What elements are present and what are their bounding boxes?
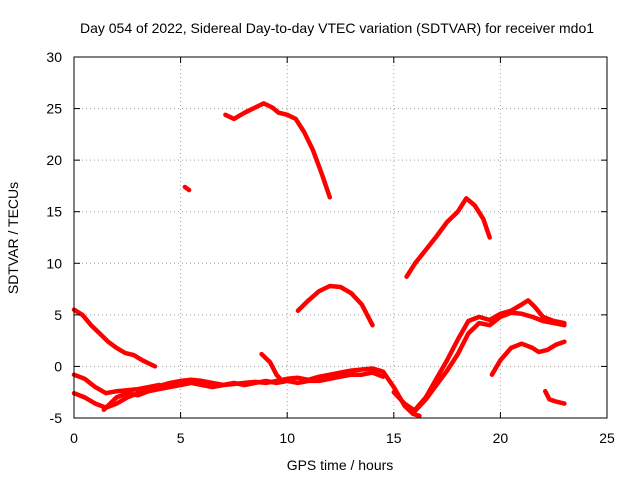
series-arc-12 xyxy=(489,339,567,377)
y-tick-label: 25 xyxy=(46,101,62,117)
x-tick-label: 10 xyxy=(279,430,295,446)
series-arc-7 xyxy=(259,351,286,385)
series-arc-11 xyxy=(404,196,492,279)
y-tick-label: 5 xyxy=(54,307,62,323)
chart-title: Day 054 of 2022, Sidereal Day-to-day VTE… xyxy=(80,20,594,36)
x-tick-label: 5 xyxy=(177,430,185,446)
y-tick-label: 30 xyxy=(46,49,62,65)
series-arc-1 xyxy=(71,307,158,369)
y-tick-label: 0 xyxy=(54,358,62,374)
series-arc-2 xyxy=(71,372,162,396)
series-arc-4 xyxy=(101,370,386,412)
x-axis-label: GPS time / hours xyxy=(287,457,394,473)
x-tick-label: 25 xyxy=(599,430,615,446)
axis-tick-labels: 0 5 10 15 20 25 -5 0 5 10 15 20 25 30 xyxy=(46,49,615,446)
series-arc-10 xyxy=(412,298,567,412)
data-traces xyxy=(71,101,567,419)
series-arc-6 xyxy=(223,101,333,200)
y-tick-label: 15 xyxy=(46,204,62,220)
plot-frame xyxy=(73,56,608,419)
series-arc-8 xyxy=(295,283,375,328)
series-arc-5 xyxy=(182,184,192,193)
y-tick-label: -5 xyxy=(50,410,63,426)
y-axis-label: SDTVAR / TECUs xyxy=(5,182,21,294)
x-tick-label: 20 xyxy=(493,430,509,446)
series-arc-9 xyxy=(391,310,567,414)
x-tick-label: 0 xyxy=(70,430,78,446)
y-tick-label: 10 xyxy=(46,255,62,271)
axis-ticks xyxy=(73,56,608,419)
x-tick-label: 15 xyxy=(386,430,402,446)
series-arc-13 xyxy=(542,388,567,406)
y-tick-label: 20 xyxy=(46,152,62,168)
